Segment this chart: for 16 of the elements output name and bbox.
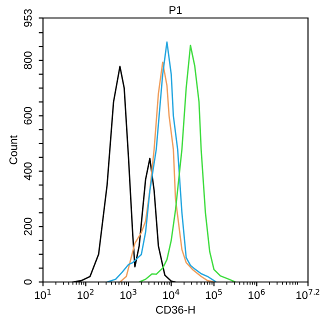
x-tick-label: 10$^{2}$: [78, 288, 94, 300]
y-axis-title: Count: [9, 135, 18, 164]
x-tick-label: 10$^{5}$: [206, 289, 222, 300]
y-tick-label: 400: [24, 162, 32, 180]
y-tick-label: 0: [24, 279, 32, 285]
y-tick-label: 953: [24, 9, 32, 27]
y-tick-label: 600: [24, 106, 32, 124]
x-tick-label: 10$^{3}$: [120, 288, 136, 300]
y-tick-label: 800: [24, 52, 32, 70]
chart-title: P1: [170, 6, 182, 14]
y-tick-label: 200: [24, 218, 32, 236]
x-tick-label: 10$^{1}$: [34, 289, 51, 300]
x-tick-label: 10$^{7.2}$: [296, 288, 320, 300]
x-tick-label: 10$^{6}$: [248, 288, 265, 300]
x-axis-title: CD36-H: [156, 306, 195, 314]
x-tick-label: 10$^{4}$: [163, 289, 180, 300]
